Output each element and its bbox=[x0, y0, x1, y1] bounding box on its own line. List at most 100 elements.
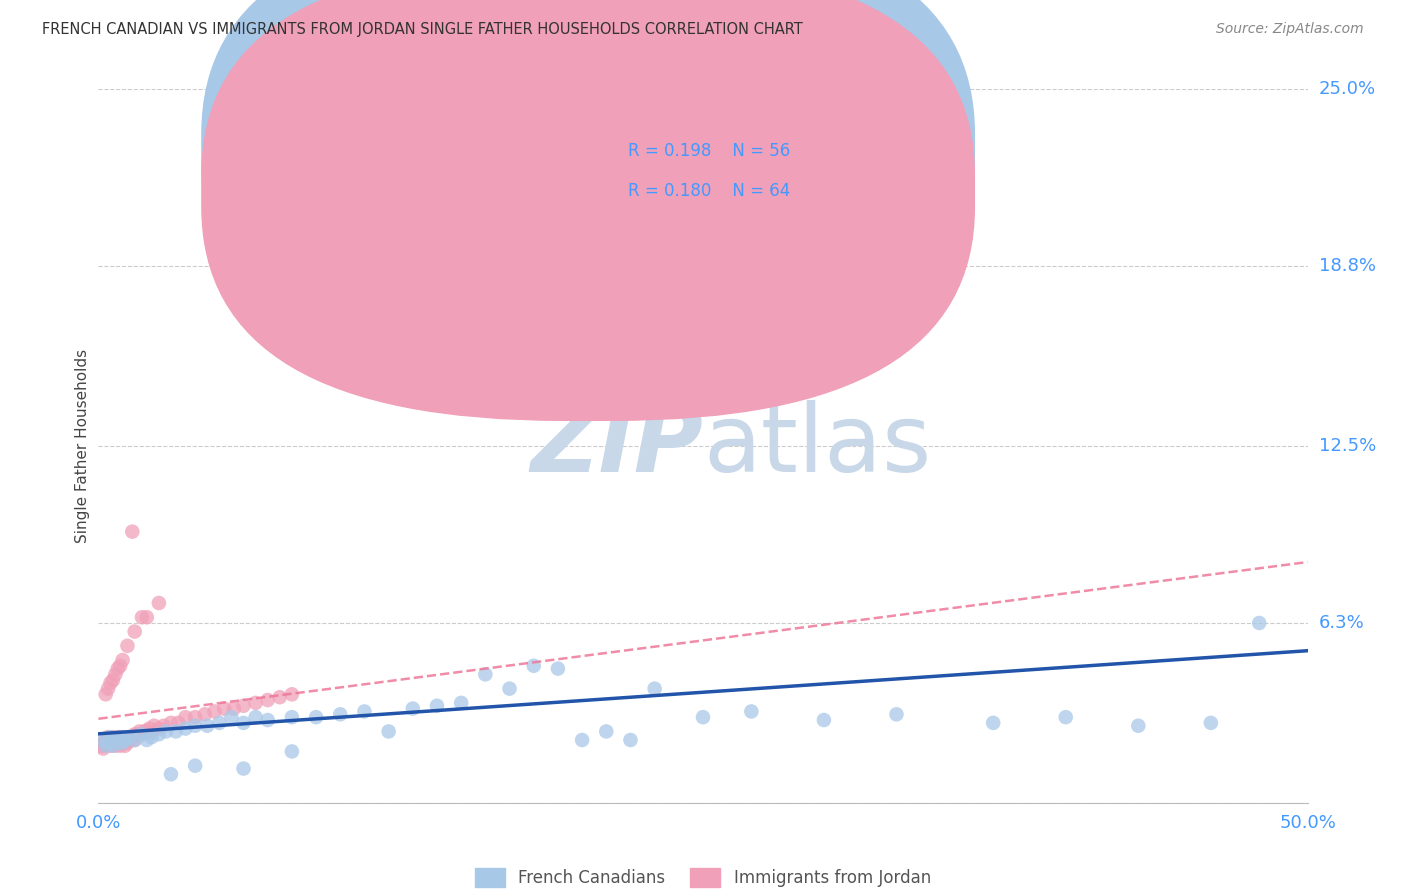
Point bbox=[124, 727, 146, 741]
Point bbox=[232, 715, 254, 730]
Point bbox=[111, 730, 134, 744]
Point bbox=[117, 736, 139, 750]
Point bbox=[101, 739, 124, 753]
Point bbox=[222, 701, 245, 715]
Point bbox=[165, 724, 187, 739]
Point bbox=[104, 739, 127, 753]
Point bbox=[619, 733, 641, 747]
Point bbox=[107, 736, 129, 750]
FancyBboxPatch shape bbox=[534, 111, 897, 225]
Point bbox=[97, 736, 120, 750]
Point bbox=[127, 727, 149, 741]
Point bbox=[100, 730, 122, 744]
Point bbox=[100, 733, 122, 747]
Point bbox=[91, 736, 114, 750]
Point bbox=[571, 733, 593, 747]
Point bbox=[121, 730, 143, 744]
Point bbox=[281, 710, 304, 724]
Point bbox=[111, 736, 134, 750]
Point bbox=[114, 733, 136, 747]
Point bbox=[124, 733, 146, 747]
Point bbox=[94, 687, 117, 701]
Point bbox=[426, 698, 449, 713]
Point bbox=[91, 733, 114, 747]
Point bbox=[184, 710, 207, 724]
Point bbox=[204, 705, 226, 719]
Point bbox=[94, 739, 117, 753]
Point bbox=[118, 730, 141, 744]
Y-axis label: Single Father Households: Single Father Households bbox=[75, 349, 90, 543]
Point bbox=[131, 727, 153, 741]
FancyBboxPatch shape bbox=[201, 0, 976, 421]
Point bbox=[167, 715, 190, 730]
Text: 12.5%: 12.5% bbox=[1319, 437, 1376, 455]
Point bbox=[148, 596, 170, 610]
Point bbox=[108, 658, 131, 673]
Text: ZIP: ZIP bbox=[530, 400, 703, 492]
Point bbox=[281, 687, 304, 701]
Point bbox=[155, 724, 177, 739]
Point bbox=[135, 610, 157, 624]
Point bbox=[1128, 719, 1150, 733]
Text: R = 0.198    N = 56: R = 0.198 N = 56 bbox=[628, 142, 790, 160]
Point bbox=[114, 739, 136, 753]
Point bbox=[135, 724, 157, 739]
Point bbox=[131, 727, 153, 741]
Point bbox=[160, 715, 183, 730]
Point bbox=[108, 739, 131, 753]
Point bbox=[498, 681, 520, 696]
Point bbox=[377, 724, 399, 739]
Point bbox=[107, 730, 129, 744]
Point bbox=[107, 662, 129, 676]
Point bbox=[138, 722, 160, 736]
Text: 18.8%: 18.8% bbox=[1319, 257, 1375, 275]
Point bbox=[111, 653, 134, 667]
Point bbox=[208, 715, 231, 730]
Point bbox=[131, 610, 153, 624]
Text: atlas: atlas bbox=[703, 400, 931, 492]
Point bbox=[97, 681, 120, 696]
Point bbox=[124, 624, 146, 639]
Point bbox=[195, 719, 218, 733]
Text: 25.0%: 25.0% bbox=[1319, 80, 1376, 98]
Point bbox=[184, 758, 207, 772]
Point bbox=[212, 701, 235, 715]
Point bbox=[1054, 710, 1077, 724]
Point bbox=[184, 719, 207, 733]
Point bbox=[353, 705, 375, 719]
Point bbox=[886, 707, 908, 722]
Point bbox=[90, 739, 112, 753]
Point bbox=[305, 710, 328, 724]
Point bbox=[128, 724, 150, 739]
Point bbox=[523, 658, 546, 673]
Point bbox=[117, 730, 139, 744]
Point bbox=[402, 701, 425, 715]
Legend: French Canadians, Immigrants from Jordan: French Canadians, Immigrants from Jordan bbox=[468, 861, 938, 892]
Point bbox=[143, 719, 166, 733]
Point bbox=[124, 733, 146, 747]
Point bbox=[100, 676, 122, 690]
Point bbox=[232, 762, 254, 776]
Point bbox=[1249, 615, 1271, 630]
Point bbox=[152, 719, 174, 733]
Point bbox=[595, 724, 617, 739]
Point bbox=[245, 696, 267, 710]
Point bbox=[194, 707, 217, 722]
Point bbox=[94, 733, 117, 747]
Point bbox=[104, 667, 127, 681]
Point bbox=[108, 733, 131, 747]
Point bbox=[981, 715, 1004, 730]
Point bbox=[692, 710, 714, 724]
Point bbox=[269, 690, 291, 705]
Point bbox=[160, 767, 183, 781]
Point bbox=[174, 722, 197, 736]
Point bbox=[121, 524, 143, 539]
Text: FRENCH CANADIAN VS IMMIGRANTS FROM JORDAN SINGLE FATHER HOUSEHOLDS CORRELATION C: FRENCH CANADIAN VS IMMIGRANTS FROM JORDA… bbox=[42, 22, 803, 37]
Point bbox=[245, 710, 267, 724]
Point bbox=[101, 736, 124, 750]
Point bbox=[221, 710, 243, 724]
Point bbox=[94, 739, 117, 753]
Point bbox=[104, 733, 127, 747]
Point bbox=[100, 739, 122, 753]
Point bbox=[256, 693, 278, 707]
